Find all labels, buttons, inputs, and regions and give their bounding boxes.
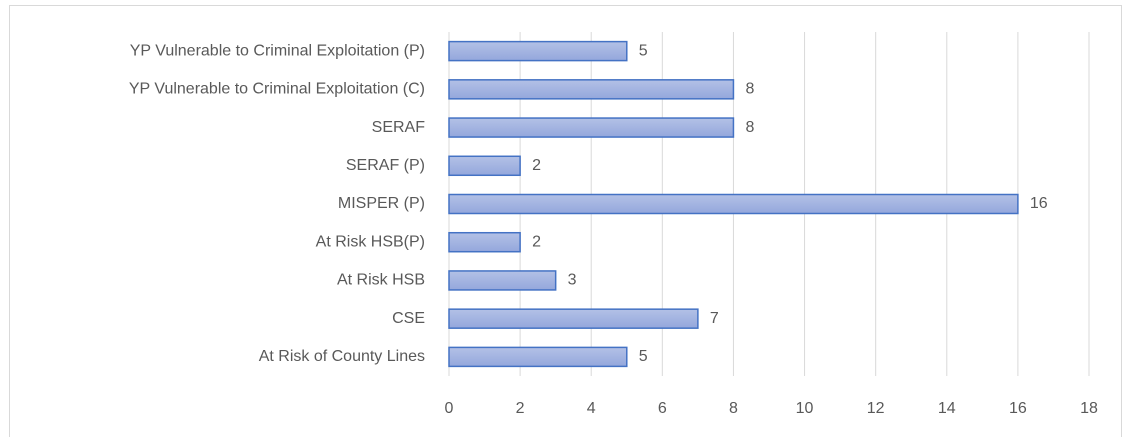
x-tick-label: 0 <box>445 400 454 417</box>
bar <box>448 308 699 329</box>
y-tick-label: MISPER (P) <box>338 195 425 212</box>
y-tick-label: CSE <box>392 310 425 327</box>
bar <box>448 40 628 62</box>
bar <box>448 231 521 253</box>
data-label: 2 <box>532 157 541 174</box>
bar <box>448 193 1019 215</box>
bar <box>448 155 521 177</box>
bar <box>448 270 557 291</box>
data-label: 16 <box>1030 195 1048 212</box>
y-tick-label: At Risk HSB(P) <box>316 233 425 250</box>
x-tick-label: 4 <box>587 400 596 417</box>
y-tick-label: YP Vulnerable to Criminal Exploitation (… <box>130 42 425 59</box>
data-label: 8 <box>745 119 754 136</box>
data-label: 2 <box>532 233 541 250</box>
x-tick-label: 8 <box>729 400 738 417</box>
data-label: 3 <box>568 272 577 289</box>
x-tick-label: 6 <box>658 400 667 417</box>
y-tick-label: YP Vulnerable to Criminal Exploitation (… <box>129 81 425 98</box>
y-tick-label: At Risk of County Lines <box>259 348 425 365</box>
bar <box>448 346 628 368</box>
x-tick-label: 12 <box>867 400 885 417</box>
bar <box>448 117 735 138</box>
x-tick-label: 18 <box>1080 400 1098 417</box>
y-tick-label: SERAF <box>372 119 426 136</box>
x-tick-label: 10 <box>796 400 814 417</box>
x-tick-label: 2 <box>516 400 525 417</box>
bar <box>448 79 735 100</box>
data-label: 7 <box>710 310 719 327</box>
data-label: 5 <box>639 42 648 59</box>
chart-frame <box>9 5 1122 437</box>
y-tick-label: At Risk HSB <box>337 272 425 289</box>
data-label: 5 <box>639 348 648 365</box>
y-tick-label: SERAF (P) <box>346 157 425 174</box>
x-tick-label: 14 <box>938 400 956 417</box>
data-label: 8 <box>745 81 754 98</box>
x-tick-label: 16 <box>1009 400 1027 417</box>
